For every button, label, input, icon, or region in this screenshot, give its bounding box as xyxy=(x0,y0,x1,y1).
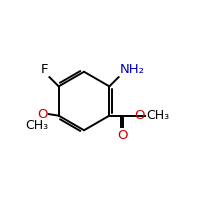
Text: F: F xyxy=(41,63,49,76)
Text: O: O xyxy=(37,108,48,121)
Text: CH₃: CH₃ xyxy=(146,109,169,122)
Text: CH₃: CH₃ xyxy=(25,119,48,132)
Text: NH₂: NH₂ xyxy=(119,63,144,76)
Text: O: O xyxy=(134,109,145,122)
Text: O: O xyxy=(117,129,128,142)
